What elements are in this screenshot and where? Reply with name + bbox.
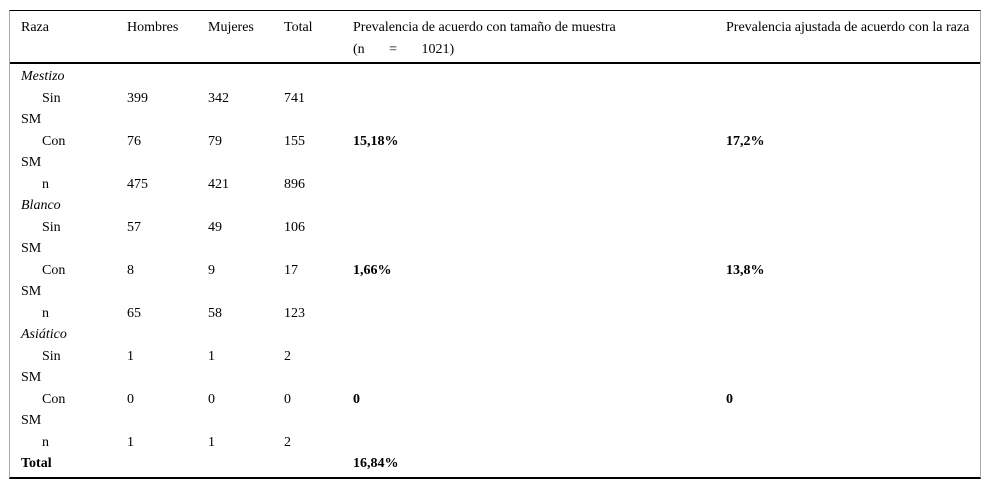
table-body: Mestizo Sin SM 399 342 741 Con SM 76 79 … [10,64,980,477]
row-mestizo-con-sm: Con SM 76 79 155 15,18% 17,2% [21,131,980,174]
cell-label: Mestizo [21,69,65,84]
cell-label: n [42,434,49,450]
cell-label: Sin SM [21,348,61,386]
cell-hombres: 0 [127,391,134,407]
cell-label: Asiático [21,327,67,342]
cell-label: Con SM [21,133,66,171]
cell-hombres: 8 [127,262,134,278]
prevalence-table: Raza Hombres Mujeres Total Prevalencia d… [9,10,981,479]
col-header-prevalencia-muestra: Prevalencia de acuerdo con tamaño de mue… [353,17,726,60]
row-blanco: Blanco [21,195,980,217]
cell-mujeres: 9 [208,262,215,278]
cell-prevalencia-ajustada: 13,8% [726,262,765,278]
row-asiatico-sin-sm: Sin SM 1 1 2 [21,346,980,389]
cell-hombres: 1 [127,348,134,364]
prevalencia-muestra-n: (n = 1021) [353,41,455,57]
cell-label: n [42,176,49,192]
cell-prevalencia-muestra: 1,66% [353,262,392,278]
cell-mujeres: 0 [208,391,215,407]
cell-hombres: 1 [127,434,134,450]
cell-total: 0 [284,391,291,407]
cell-label: Con SM [21,262,66,300]
col-header-mujeres: Mujeres [208,20,254,35]
cell-mujeres: 421 [208,176,229,192]
cell-total: 106 [284,219,305,235]
cell-hombres: 57 [127,219,141,235]
cell-prevalencia-muestra: 16,84% [353,456,399,471]
cell-label: Blanco [21,198,61,213]
cell-mujeres: 1 [208,434,215,450]
row-total: Total 16,84% [21,453,980,475]
row-mestizo-sin-sm: Sin SM 399 342 741 [21,88,980,131]
cell-hombres: 399 [127,90,148,106]
cell-hombres: 65 [127,305,141,321]
cell-mujeres: 49 [208,219,222,235]
row-asiatico-n: n 1 1 2 [21,432,980,454]
table-header-row: Raza Hombres Mujeres Total Prevalencia d… [10,11,980,64]
cell-prevalencia-ajustada: 17,2% [726,133,765,149]
cell-hombres: 475 [127,176,148,192]
row-mestizo: Mestizo [21,66,980,88]
cell-label: Total [21,456,52,471]
cell-label: Sin SM [21,219,61,257]
cell-prevalencia-muestra: 15,18% [353,133,399,149]
cell-total: 123 [284,305,305,321]
cell-mujeres: 79 [208,133,222,149]
cell-prevalencia-ajustada: 0 [726,391,733,407]
cell-total: 2 [284,434,291,450]
row-blanco-con-sm: Con SM 8 9 17 1,66% 13,8% [21,260,980,303]
col-header-prevalencia-ajustada: Prevalencia ajustada de acuerdo con la r… [726,20,970,35]
cell-total: 155 [284,133,305,149]
cell-total: 17 [284,262,298,278]
cell-mujeres: 342 [208,90,229,106]
col-header-hombres: Hombres [127,20,179,35]
row-blanco-n: n 65 58 123 [21,303,980,325]
cell-mujeres: 1 [208,348,215,364]
cell-label: Con SM [21,391,66,429]
col-header-total: Total [284,20,313,35]
cell-prevalencia-muestra: 0 [353,391,360,407]
row-blanco-sin-sm: Sin SM 57 49 106 [21,217,980,260]
cell-label: n [42,305,49,321]
prevalencia-muestra-title: Prevalencia de acuerdo con tamaño de mue… [353,20,616,35]
cell-hombres: 76 [127,133,141,149]
cell-total: 741 [284,90,305,106]
cell-total: 896 [284,176,305,192]
row-mestizo-n: n 475 421 896 [21,174,980,196]
row-asiatico-con-sm: Con SM 0 0 0 0 0 [21,389,980,432]
cell-mujeres: 58 [208,305,222,321]
row-asiatico: Asiático [21,324,980,346]
col-header-raza: Raza [21,20,49,35]
cell-label: Sin SM [21,90,61,128]
cell-total: 2 [284,348,291,364]
